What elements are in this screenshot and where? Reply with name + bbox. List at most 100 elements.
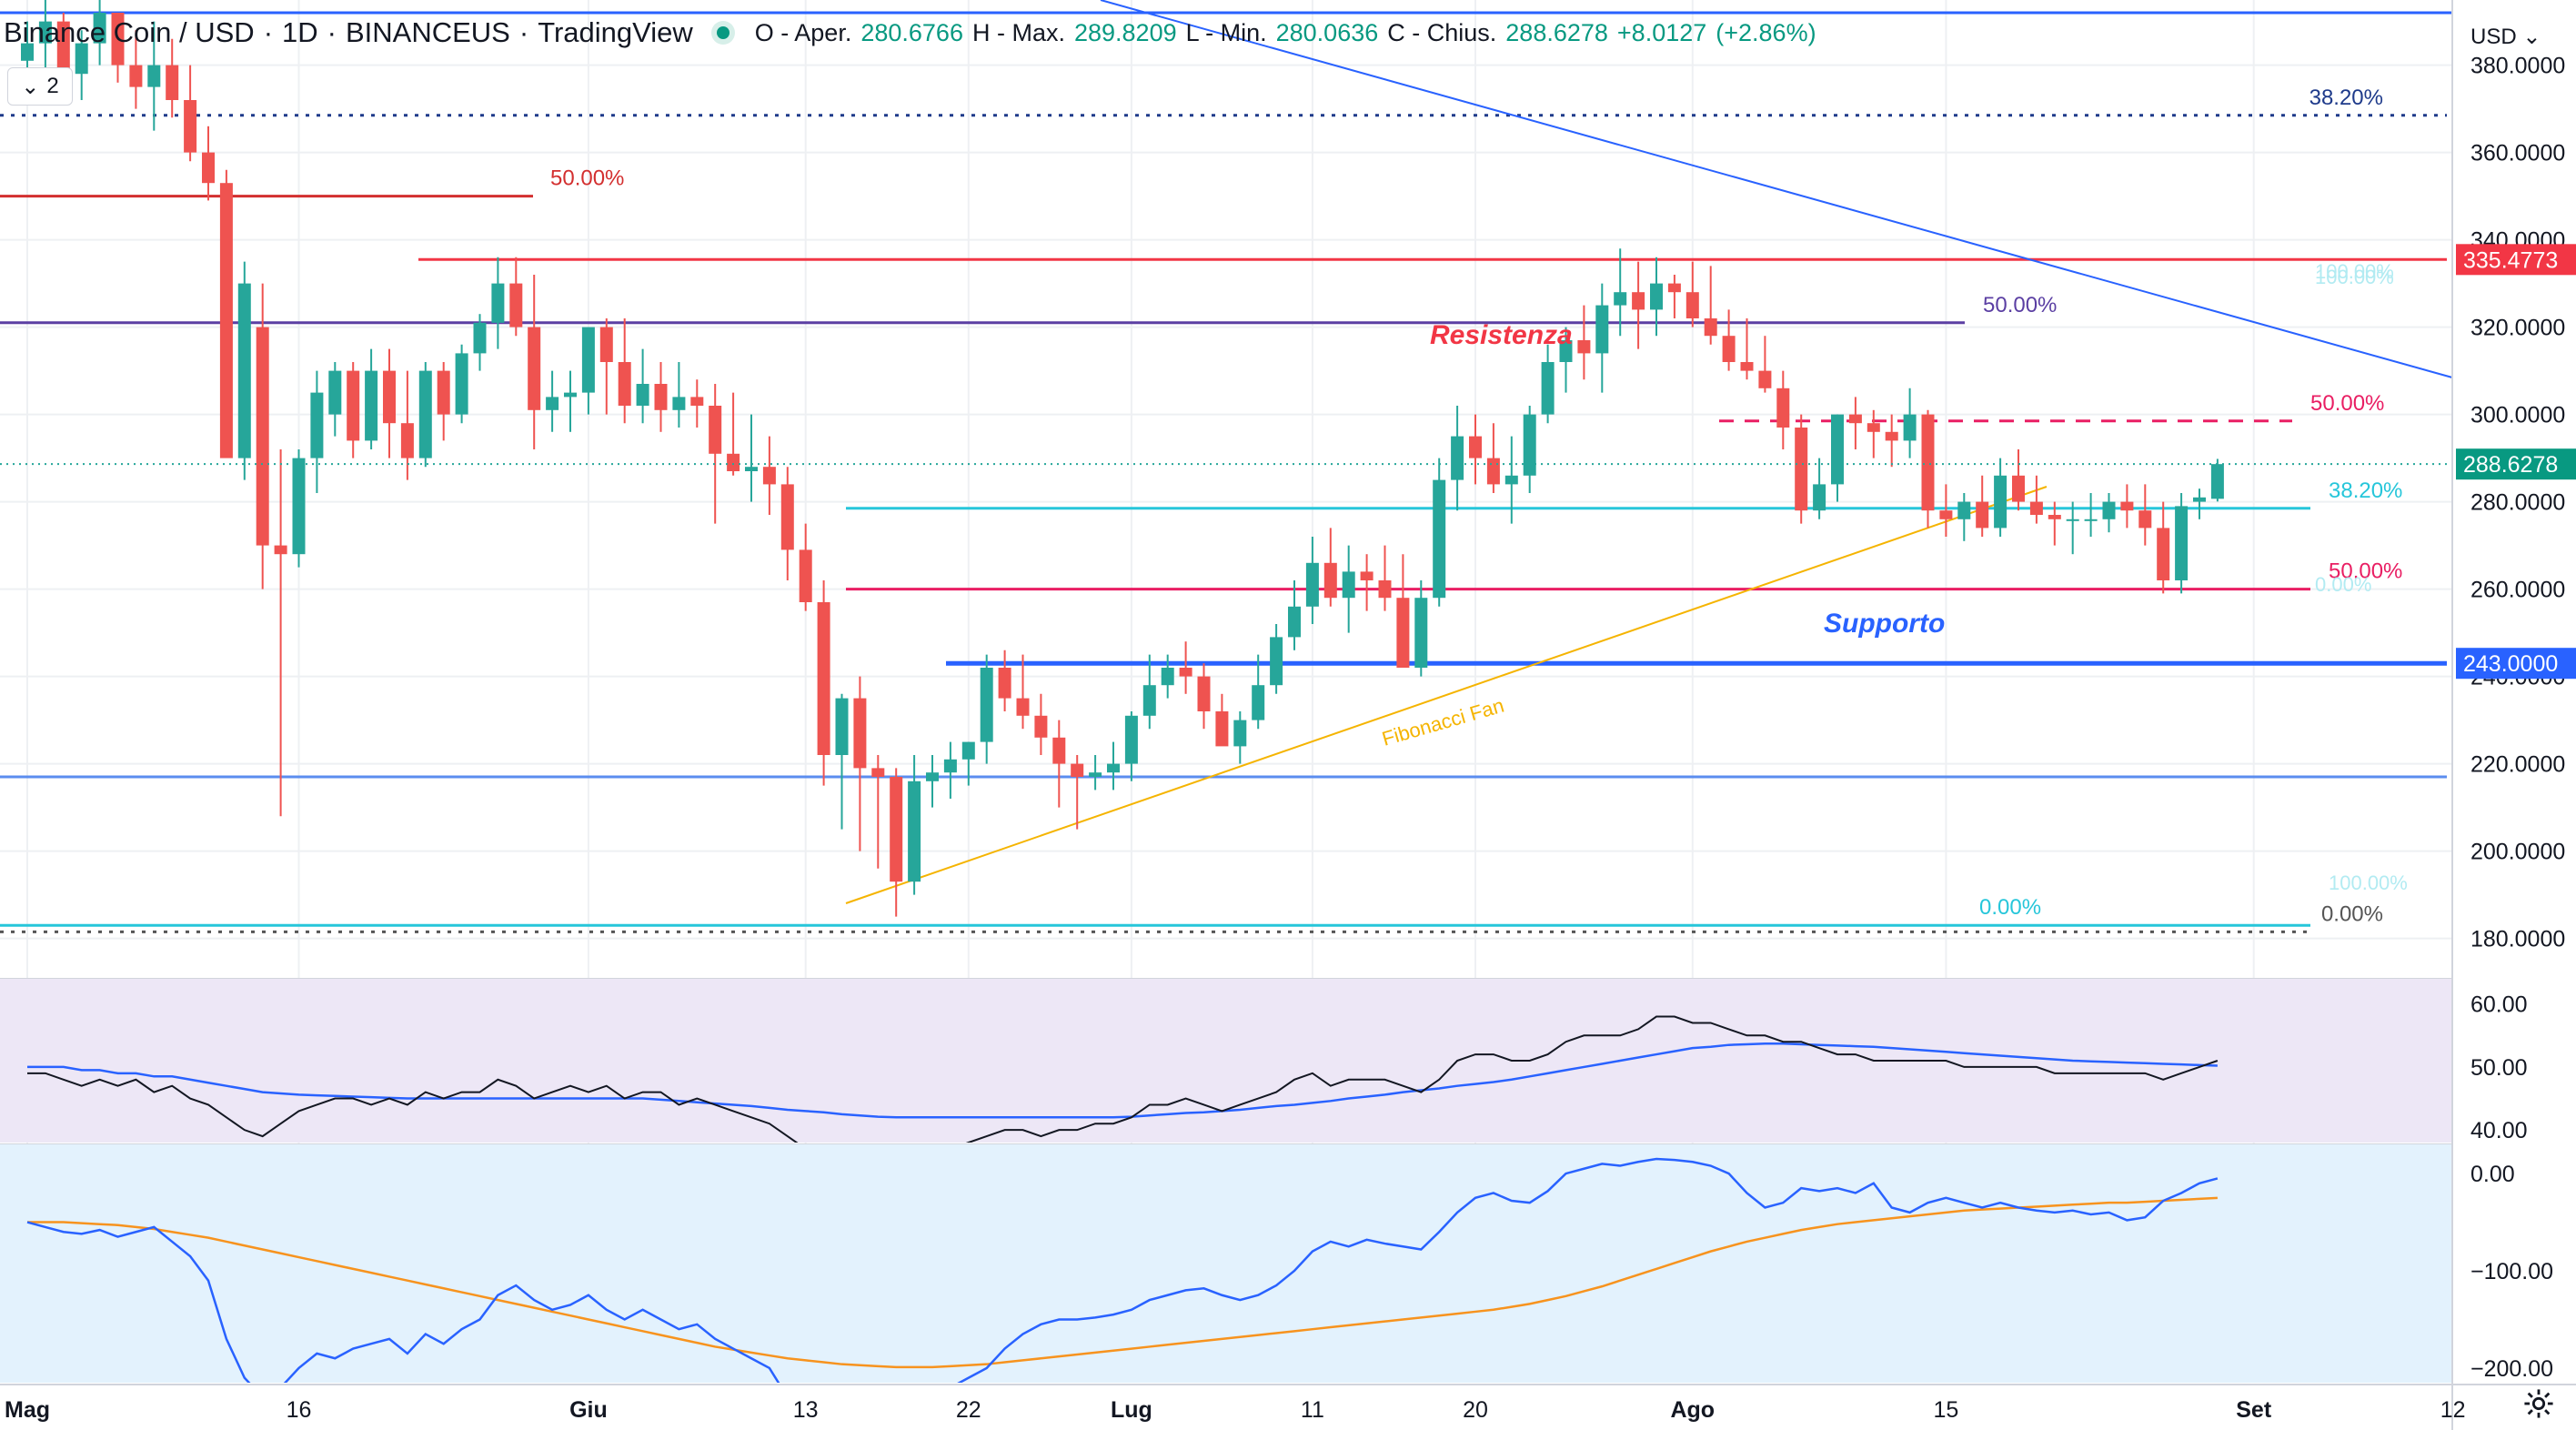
cci-tick: −100.00 xyxy=(2470,1259,2553,1284)
chevron-down-icon: ⌄ xyxy=(21,74,40,99)
level-label: 38.20% xyxy=(2329,478,2402,503)
candle-body xyxy=(111,13,125,65)
candle-body xyxy=(2120,501,2134,511)
candle-body xyxy=(943,759,957,773)
cci-pane xyxy=(26,1157,2219,1383)
candle-body xyxy=(1305,562,1319,607)
candle-body xyxy=(1559,340,1573,362)
candle-body xyxy=(56,21,70,75)
candle-body xyxy=(2048,515,2061,519)
candle-body xyxy=(219,183,233,458)
candle-body xyxy=(2157,528,2170,580)
cci-tick: 0.00 xyxy=(2470,1162,2515,1187)
time-tick: Giu xyxy=(569,1397,608,1423)
candle-body xyxy=(1089,772,1102,777)
candle-body xyxy=(256,327,269,546)
cci-line xyxy=(26,1157,2219,1383)
candle-body xyxy=(890,777,903,882)
candle-body xyxy=(1921,414,1935,511)
candle-body xyxy=(1378,580,1392,599)
symbol-name[interactable]: Binance Coin / USD xyxy=(4,16,255,48)
cci-ma-line xyxy=(27,1196,2218,1369)
candle-body xyxy=(184,100,197,153)
price-badge xyxy=(2456,448,2576,480)
candle-body xyxy=(1486,458,1500,485)
candle-body xyxy=(1939,510,1953,519)
candle-body xyxy=(998,668,1011,699)
candle-body xyxy=(1541,362,1555,415)
change-value: +8.0127 xyxy=(1616,18,1707,46)
candle-body xyxy=(1197,676,1211,711)
price-badge xyxy=(2456,648,2576,680)
candle-body xyxy=(1577,340,1591,354)
time-tick: 12 xyxy=(2440,1397,2466,1423)
candle-body xyxy=(745,467,758,471)
candle-body xyxy=(636,384,649,406)
candle-body xyxy=(908,780,921,882)
candle-body xyxy=(1288,606,1301,638)
time-tick: Lug xyxy=(1111,1397,1152,1423)
time-tick: Mag xyxy=(5,1397,50,1423)
level-label: 38.20% xyxy=(2309,86,2383,110)
source: TradingView xyxy=(538,16,693,48)
price-tick: 260.0000 xyxy=(2470,578,2565,603)
candle-body xyxy=(1360,571,1374,580)
level-label: 0.00% xyxy=(1979,895,2041,920)
price-axis[interactable]: USD ⌄380.0000360.0000340.0000320.0000300… xyxy=(2451,0,2576,1430)
level-label: 50.00% xyxy=(1983,293,2057,317)
candle-body xyxy=(1614,292,1627,306)
candle-body xyxy=(1233,720,1247,747)
candle-body xyxy=(347,370,360,441)
candle-body xyxy=(817,602,830,755)
candle-body xyxy=(1867,423,1880,432)
candle-body xyxy=(799,549,812,602)
time-tick: 20 xyxy=(1463,1397,1488,1423)
candle-body xyxy=(1451,436,1464,480)
candle-body xyxy=(2175,506,2189,580)
candle-body xyxy=(2029,501,2043,515)
candle-body xyxy=(564,392,577,398)
gear-icon[interactable] xyxy=(2523,1388,2554,1419)
candle-body xyxy=(1632,292,1645,310)
candle-body xyxy=(75,43,88,75)
candle-body xyxy=(1650,283,1663,310)
separator: · xyxy=(263,16,274,48)
market-status-icon[interactable] xyxy=(716,26,730,39)
time-tick: 13 xyxy=(793,1397,819,1423)
time-axis[interactable]: Mag16Giu1322Lug1120Ago15Set1221 xyxy=(0,1384,2576,1423)
time-tick: Set xyxy=(2236,1397,2272,1423)
candle-body xyxy=(1885,431,1898,441)
candle-body xyxy=(2210,464,2224,499)
price-tick: 200.0000 xyxy=(2470,840,2565,865)
high-label: H - Max. xyxy=(971,18,1065,46)
candle-body xyxy=(1831,414,1844,485)
candle-body xyxy=(926,772,939,781)
collapse-indicators-button[interactable]: ⌄ 2 xyxy=(7,67,73,106)
candle-body xyxy=(1704,318,1717,337)
candle-body xyxy=(1161,668,1174,686)
close-label: C - Chius. xyxy=(1387,18,1497,46)
faint-fib-label: 100.00% xyxy=(2329,871,2408,894)
candle-body xyxy=(1142,685,1156,716)
candle-body xyxy=(1795,428,1808,511)
candle-body xyxy=(1813,484,1826,511)
candle-body xyxy=(1107,763,1120,773)
candle-body xyxy=(1270,637,1283,686)
candle-body xyxy=(93,13,106,44)
level-label: 50.00% xyxy=(2329,559,2402,584)
fibonacci-levels[interactable]: 38.20%50.00%50.00%50.00%38.20%50.00%0.00… xyxy=(0,0,2453,933)
candle-body xyxy=(1124,715,1138,764)
candle-body xyxy=(509,283,523,327)
candle-body xyxy=(1469,436,1482,458)
candle-body xyxy=(383,370,396,424)
descending-trendline xyxy=(1100,0,2453,378)
price-badge xyxy=(2456,244,2576,276)
cci-lines xyxy=(26,1157,2219,1383)
interval[interactable]: 1D xyxy=(282,16,318,48)
candle-body xyxy=(2066,519,2079,521)
close-value: 288.6278 xyxy=(1505,18,1608,46)
candle-body xyxy=(1323,562,1337,599)
axis-background xyxy=(2452,0,2576,1430)
open-value: 280.6766 xyxy=(860,18,963,46)
